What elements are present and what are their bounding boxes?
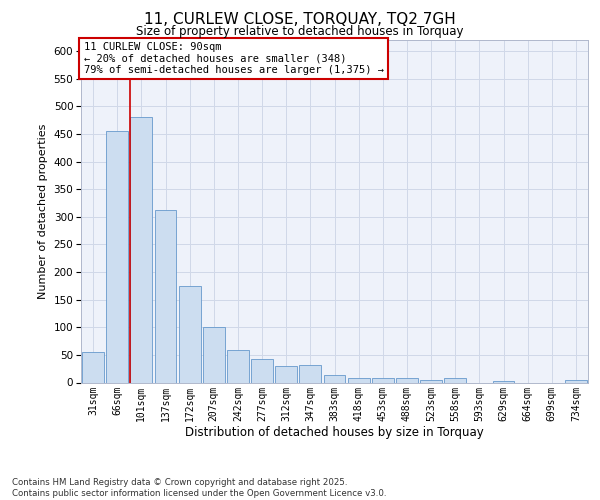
Bar xyxy=(227,350,249,382)
Text: 11, CURLEW CLOSE, TORQUAY, TQ2 7GH: 11, CURLEW CLOSE, TORQUAY, TQ2 7GH xyxy=(144,12,456,28)
Bar xyxy=(372,378,394,382)
Bar xyxy=(251,358,273,382)
Bar xyxy=(323,375,346,382)
Bar xyxy=(348,378,370,382)
Bar xyxy=(565,380,587,382)
Bar xyxy=(275,366,297,382)
Bar xyxy=(130,118,152,382)
Text: Contains HM Land Registry data © Crown copyright and database right 2025.
Contai: Contains HM Land Registry data © Crown c… xyxy=(12,478,386,498)
Y-axis label: Number of detached properties: Number of detached properties xyxy=(38,124,48,299)
Bar xyxy=(493,381,514,382)
Bar xyxy=(82,352,104,382)
X-axis label: Distribution of detached houses by size in Torquay: Distribution of detached houses by size … xyxy=(185,426,484,439)
Text: 11 CURLEW CLOSE: 90sqm
← 20% of detached houses are smaller (348)
79% of semi-de: 11 CURLEW CLOSE: 90sqm ← 20% of detached… xyxy=(83,42,383,75)
Bar xyxy=(420,380,442,382)
Bar xyxy=(179,286,200,382)
Bar xyxy=(396,378,418,382)
Bar xyxy=(203,328,224,382)
Bar xyxy=(106,131,128,382)
Bar xyxy=(155,210,176,382)
Text: Size of property relative to detached houses in Torquay: Size of property relative to detached ho… xyxy=(136,25,464,38)
Bar xyxy=(445,378,466,382)
Bar xyxy=(299,365,321,382)
